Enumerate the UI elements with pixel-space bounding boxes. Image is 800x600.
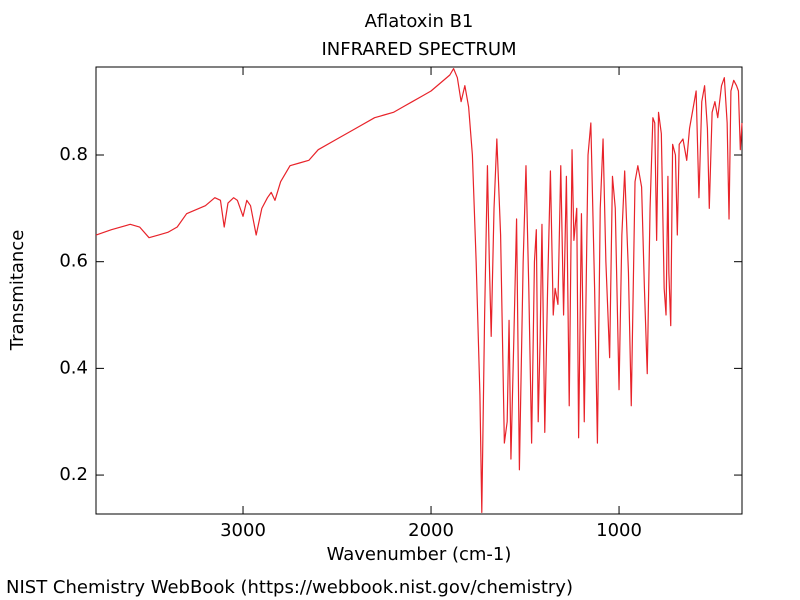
x-tick-label: 3000 [220,520,266,541]
chart-title: Aflatoxin B1 [365,11,474,32]
y-tick-label: 0.6 [59,251,88,272]
x-tick-label: 1000 [596,520,642,541]
y-tick-label: 0.4 [59,357,88,378]
y-tick-label: 0.2 [59,464,88,485]
spectrum-line [95,68,743,513]
y-tick-label: 0.8 [59,144,88,165]
footer: NIST Chemistry WebBook (https://webbook.… [6,577,573,598]
chart-subtitle: INFRARED SPECTRUM [321,39,516,60]
x-axis-label: Wavenumber (cm-1) [327,544,512,565]
y-axis-label: Transmitance [7,230,28,352]
x-tick-label: 2000 [408,520,454,541]
plot-frame [95,66,743,515]
